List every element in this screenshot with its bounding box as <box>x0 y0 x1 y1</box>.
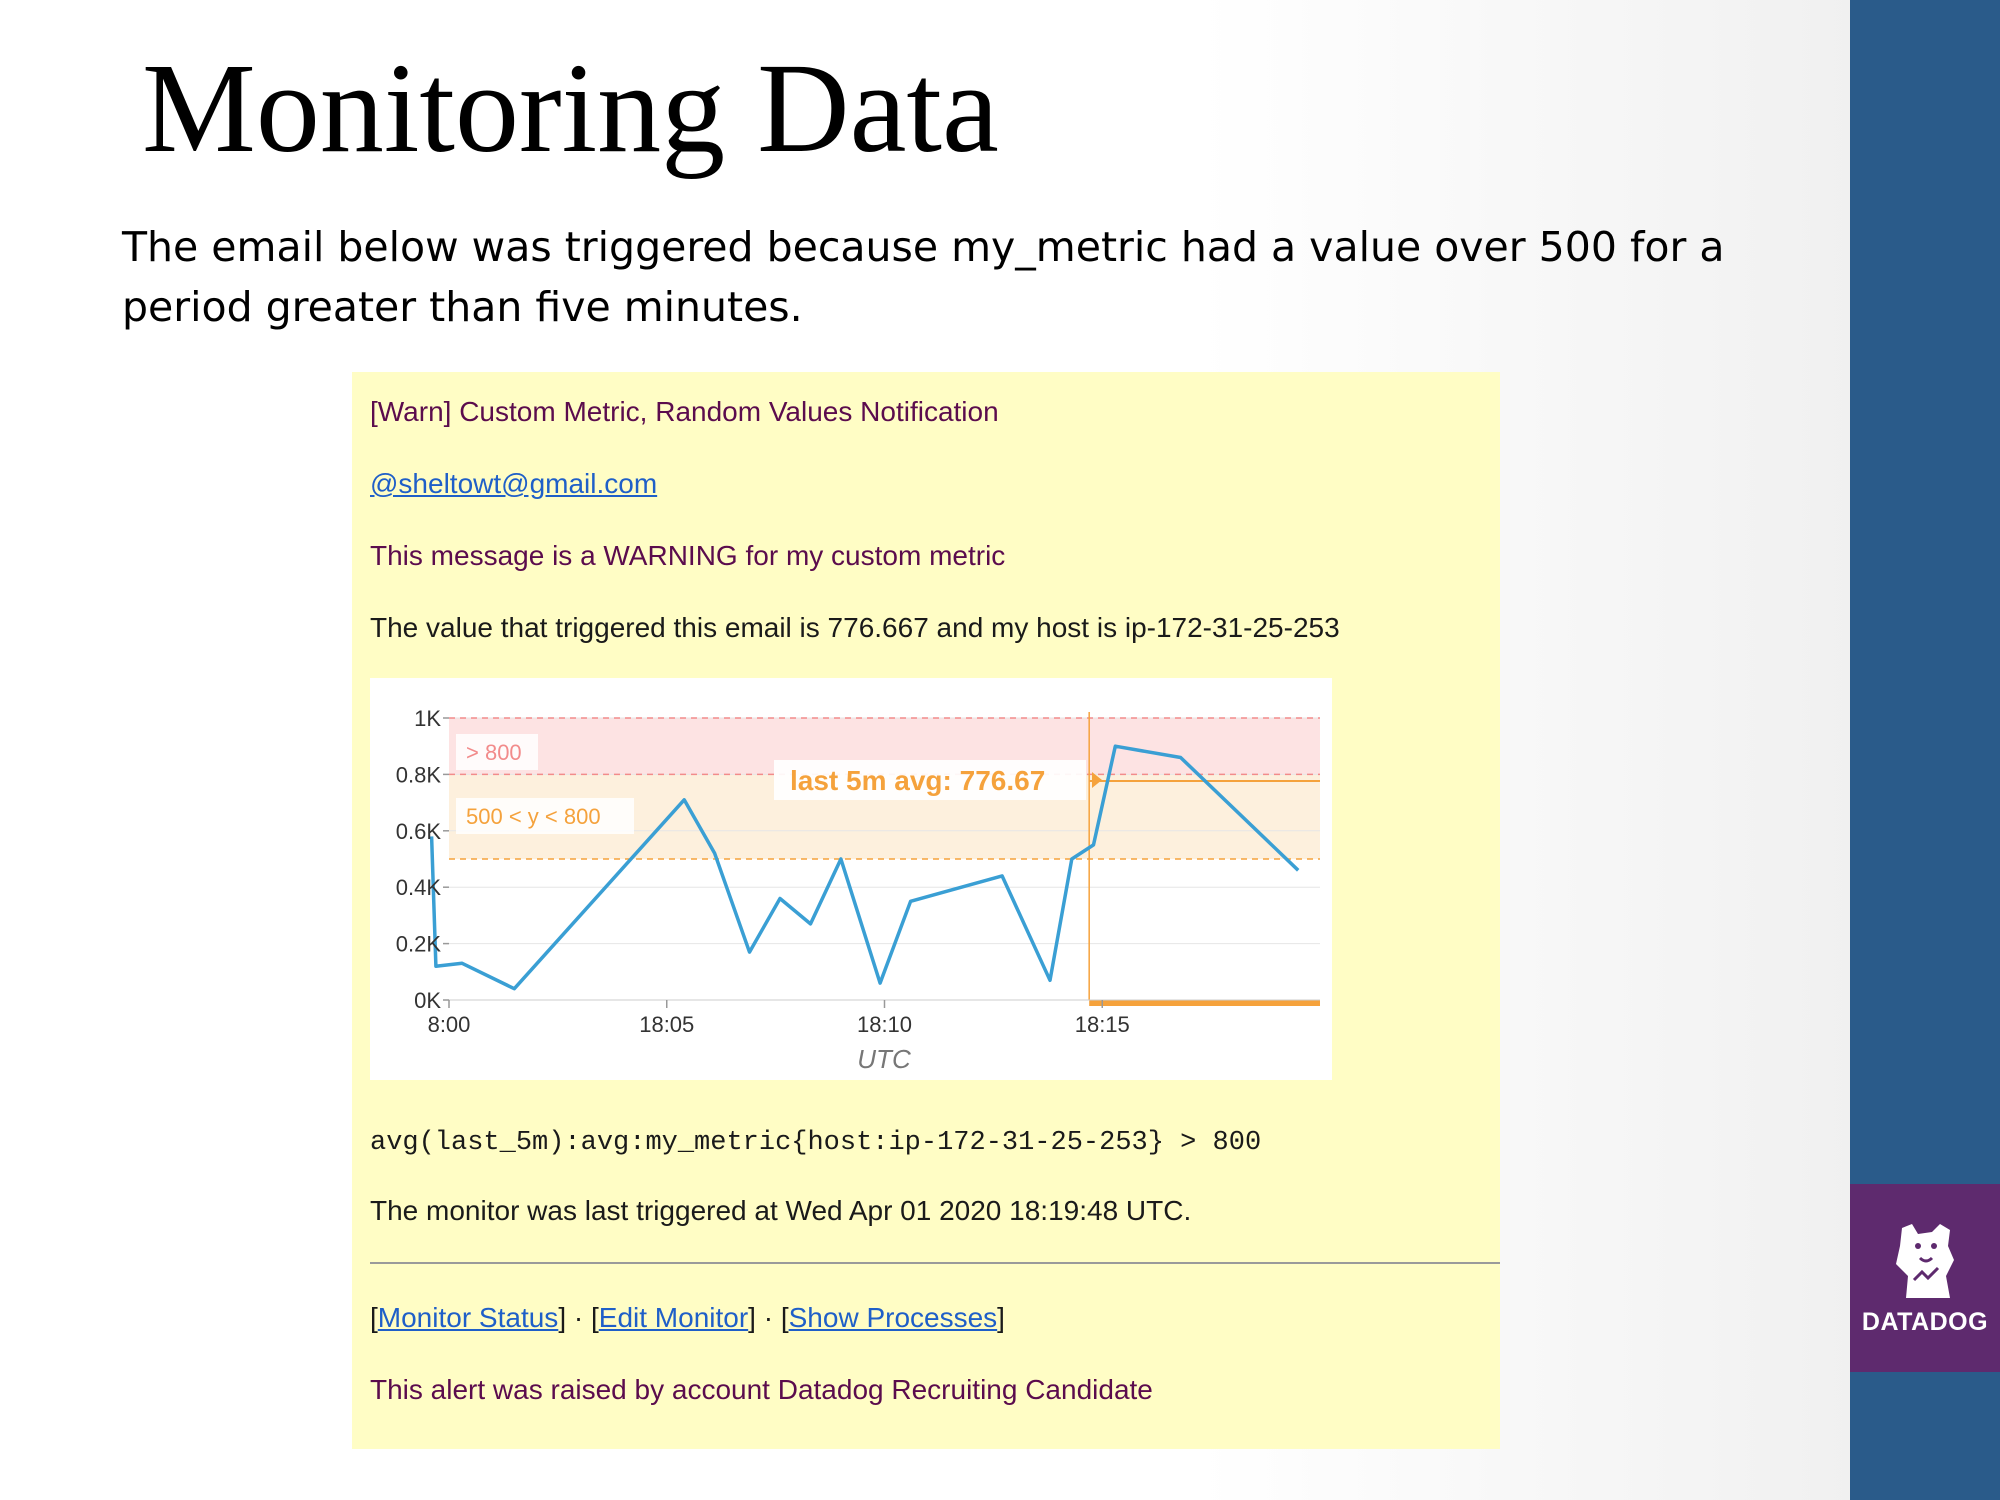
y-tick-label: 0.6K <box>396 819 442 844</box>
y-tick-label: 0.4K <box>396 875 442 900</box>
email-divider <box>370 1262 1500 1264</box>
monitor-query: avg(last_5m):avg:my_metric{host:ip-172-3… <box>370 1128 1262 1158</box>
avg-arrow-icon <box>1092 772 1102 788</box>
email-value-line: The value that triggered this email is 7… <box>370 612 1340 643</box>
mention-link[interactable]: @sheltowt@gmail.com <box>370 468 658 499</box>
email-subject: [Warn] Custom Metric, Random Values Noti… <box>370 396 999 427</box>
slide-title: Monitoring Data <box>142 37 999 179</box>
metric-chart: > 800 500 < y < 800 last 5m avg: 776.67 8:0… <box>370 678 1332 1080</box>
link-separator: ] · [ <box>558 1302 599 1333</box>
datadog-logo: DATADOG <box>1850 1184 2000 1372</box>
x-axis-label: UTC <box>857 1044 911 1074</box>
edit-monitor-link[interactable]: Edit Monitor <box>598 1302 749 1333</box>
y-tick-label: 0.8K <box>396 762 442 787</box>
metric-series-line <box>429 744 1300 991</box>
email-mention: @sheltowt@gmail.com <box>370 468 657 500</box>
y-tick-label: 0.2K <box>396 932 442 957</box>
email-footer: This alert was raised by account Datadog… <box>370 1374 1153 1405</box>
alert-threshold-label: > 800 <box>466 740 522 765</box>
email-message: This message is a WARNING for my custom … <box>370 540 1006 571</box>
link-bracket-open: [ <box>370 1302 378 1333</box>
last-triggered: The monitor was last triggered at Wed Ap… <box>370 1195 1192 1226</box>
avg-label: last 5m avg: 776.67 <box>790 765 1045 796</box>
x-tick-label: 18:15 <box>1075 1012 1130 1037</box>
y-tick-label: 1K <box>414 706 441 731</box>
link-bracket-close: ] <box>997 1302 1005 1333</box>
x-tick-label: 8:00 <box>428 1012 471 1037</box>
x-tick-label: 18:05 <box>639 1012 694 1037</box>
datadog-logo-text: DATADOG <box>1861 1307 1989 1336</box>
alert-label-bg <box>456 734 538 770</box>
warn-threshold-label: 500 < y < 800 <box>466 804 601 829</box>
show-processes-link[interactable]: Show Processes <box>788 1302 998 1333</box>
email-links: [Monitor Status] · [Edit Monitor] · [Sho… <box>370 1302 1005 1334</box>
slide-subtitle: The email below was triggered because my… <box>122 223 1725 331</box>
y-tick-label: 0K <box>414 988 441 1013</box>
link-separator: ] · [ <box>748 1302 789 1333</box>
avg-label-bg <box>774 760 1086 800</box>
warn-label-bg <box>456 798 634 834</box>
datadog-dog-icon <box>1896 1223 1954 1298</box>
x-tick-label: 18:10 <box>857 1012 912 1037</box>
monitor-status-link[interactable]: Monitor Status <box>377 1302 559 1333</box>
